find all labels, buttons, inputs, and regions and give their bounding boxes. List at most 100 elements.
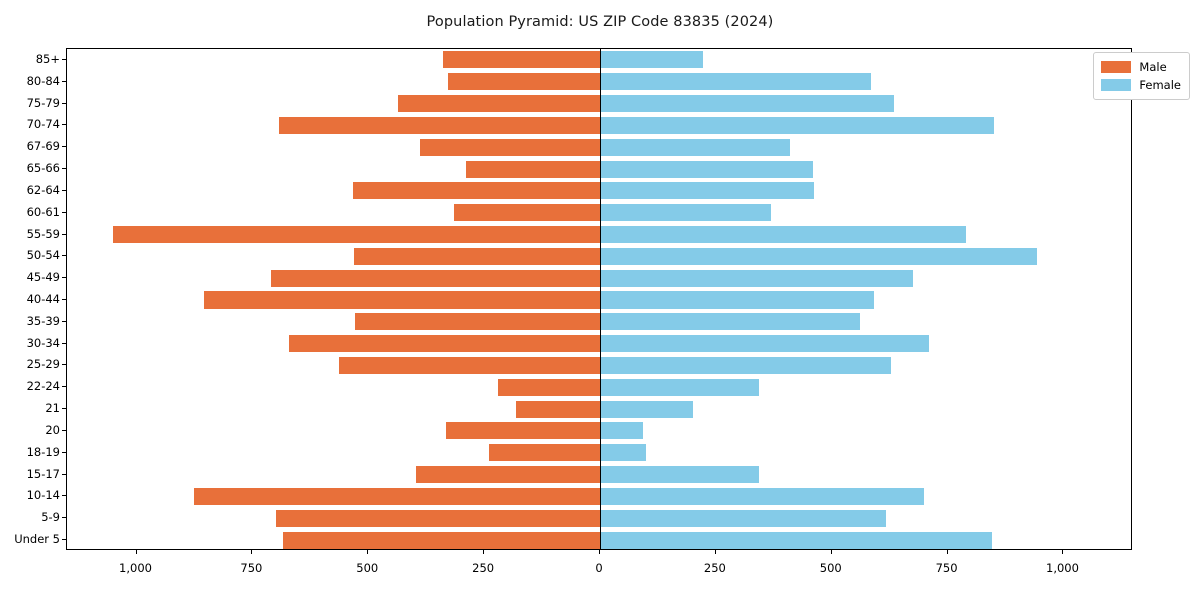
bar-female[interactable] [600, 400, 693, 418]
bar-row [67, 378, 1131, 396]
bar-row [67, 466, 1131, 484]
bar-male[interactable] [442, 51, 600, 69]
legend-item-male[interactable]: Male [1101, 58, 1181, 76]
y-axis-tick [62, 517, 66, 519]
x-axis-tick-label: 750 [935, 561, 958, 575]
bar-male[interactable] [353, 182, 600, 200]
bar-row [67, 160, 1131, 178]
bar-male[interactable] [193, 487, 600, 505]
bar-male[interactable] [515, 400, 600, 418]
legend-item-female[interactable]: Female [1101, 76, 1181, 94]
bar-female[interactable] [600, 487, 925, 505]
bar-male[interactable] [270, 269, 600, 287]
bar-male[interactable] [354, 247, 600, 265]
y-axis-tick-label: 65-66 [26, 161, 60, 176]
bar-female[interactable] [600, 313, 860, 331]
bar-female[interactable] [600, 422, 643, 440]
bar-female[interactable] [600, 138, 791, 156]
bar-male[interactable] [355, 313, 600, 331]
x-axis-tick-label: 1,000 [119, 561, 152, 575]
bars-layer [67, 49, 1131, 549]
y-axis-tick-label: 70-74 [26, 117, 60, 132]
bar-female[interactable] [600, 378, 759, 396]
bar-female[interactable] [600, 466, 759, 484]
y-axis-tick [62, 473, 66, 475]
y-axis-tick-label: 75-79 [26, 95, 60, 110]
bar-male[interactable] [288, 335, 600, 353]
bar-female[interactable] [600, 247, 1037, 265]
bar-male[interactable] [447, 73, 600, 91]
bar-row [67, 95, 1131, 113]
bar-row [67, 73, 1131, 91]
y-axis-tick [62, 80, 66, 82]
bar-female[interactable] [600, 160, 813, 178]
bar-male[interactable] [454, 204, 600, 222]
y-axis-tick [62, 168, 66, 170]
bar-female[interactable] [600, 51, 703, 69]
y-axis-tick-label: 80-84 [26, 73, 60, 88]
page-title: Population Pyramid: US ZIP Code 83835 (2… [426, 14, 774, 30]
bar-male[interactable] [420, 138, 600, 156]
bar-female[interactable] [600, 335, 930, 353]
y-axis-tick-label: 25-29 [26, 357, 60, 372]
legend-swatch-male-icon [1101, 61, 1132, 73]
bar-male[interactable] [498, 378, 600, 396]
y-axis-tick [62, 408, 66, 410]
bar-male[interactable] [275, 509, 600, 527]
y-axis-tick-label: 22-24 [26, 379, 60, 394]
bar-female[interactable] [600, 116, 994, 134]
bar-male[interactable] [488, 444, 600, 462]
bar-male[interactable] [415, 466, 600, 484]
bar-row [67, 531, 1131, 549]
bar-male[interactable] [113, 226, 600, 244]
bar-row [67, 226, 1131, 244]
zero-axis-line [600, 49, 601, 549]
bar-female[interactable] [600, 356, 892, 374]
x-axis-labels: 1,000 750 500 250 0 250 500 750 1,000 [0, 552, 1200, 582]
bar-male[interactable] [279, 116, 600, 134]
y-axis-tick-label: 50-54 [26, 248, 60, 263]
bar-female[interactable] [600, 291, 875, 309]
bar-male[interactable] [445, 422, 600, 440]
y-axis-tick-label: 67-69 [26, 139, 60, 154]
bar-male[interactable] [203, 291, 600, 309]
y-axis-tick [62, 539, 66, 541]
y-axis-tick-label: 18-19 [26, 444, 60, 459]
bar-row [67, 138, 1131, 156]
x-axis-tick [946, 550, 948, 554]
y-axis-tick [62, 342, 66, 344]
bar-female[interactable] [600, 444, 647, 462]
y-axis-tick-label: 45-49 [26, 270, 60, 285]
bar-female[interactable] [600, 509, 887, 527]
bar-female[interactable] [600, 204, 772, 222]
x-axis-tick [599, 550, 600, 554]
bar-female[interactable] [600, 95, 894, 113]
bar-row [67, 400, 1131, 418]
bar-female[interactable] [600, 531, 992, 549]
bar-male[interactable] [465, 160, 600, 178]
plot-area [66, 48, 1132, 550]
bar-female[interactable] [600, 73, 872, 91]
x-axis-tick [714, 550, 716, 554]
bar-row [67, 335, 1131, 353]
bar-male[interactable] [282, 531, 600, 549]
bar-row [67, 487, 1131, 505]
x-axis-tick-label: 0 [595, 561, 603, 575]
bar-row [67, 509, 1131, 527]
y-axis-tick-label: 10-14 [26, 488, 60, 503]
y-axis-tick-label: 15-17 [26, 466, 60, 481]
y-axis-tick [62, 124, 66, 126]
x-axis-tick-label: 500 [356, 561, 379, 575]
bar-male[interactable] [339, 356, 600, 374]
bar-female[interactable] [600, 226, 967, 244]
y-axis-tick-label: 55-59 [26, 226, 60, 241]
bar-female[interactable] [600, 269, 914, 287]
bar-female[interactable] [600, 182, 815, 200]
bar-male[interactable] [397, 95, 600, 113]
y-axis-tick [62, 451, 66, 453]
y-axis-tick [62, 102, 66, 104]
x-axis-tick [251, 550, 253, 554]
y-axis-tick [62, 364, 66, 366]
x-axis-tick-label: 1,000 [1046, 561, 1079, 575]
